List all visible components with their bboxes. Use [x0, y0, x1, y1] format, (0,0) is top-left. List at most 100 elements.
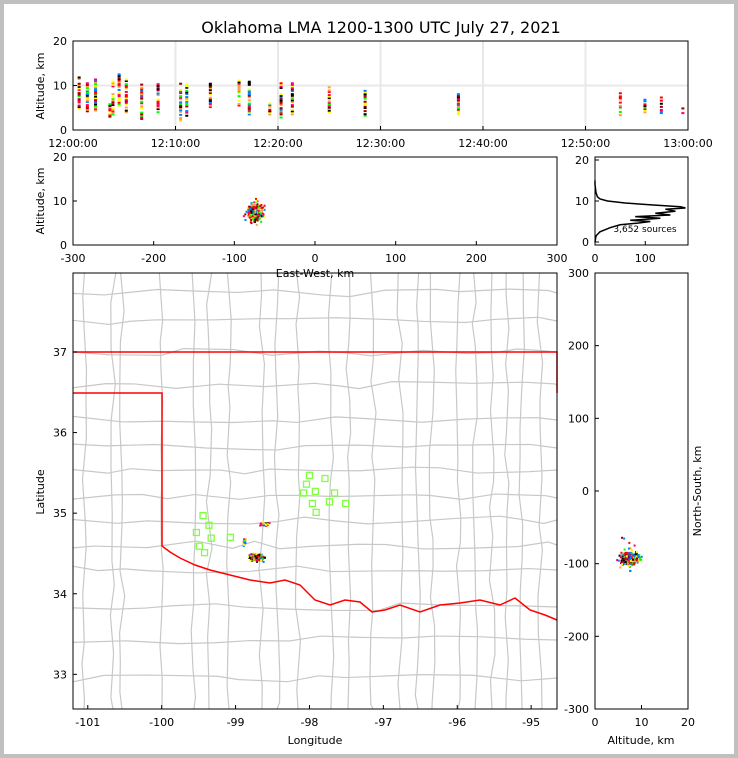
source-point — [252, 558, 255, 561]
source-point — [248, 211, 251, 214]
source-point — [252, 202, 255, 205]
source-point — [156, 100, 160, 103]
source-point — [363, 114, 367, 117]
source-point — [208, 84, 212, 87]
source-point — [247, 94, 251, 97]
source-point — [208, 99, 212, 102]
source-point — [185, 114, 189, 117]
source-point — [259, 212, 262, 215]
source-point — [279, 102, 283, 105]
source-point — [290, 113, 294, 116]
source-point — [248, 207, 251, 210]
source-point — [156, 98, 160, 101]
map-ytick-label: 36 — [53, 427, 67, 440]
source-point — [179, 113, 183, 116]
source-point — [247, 111, 251, 114]
ew-xtick-label: -200 — [141, 252, 166, 265]
source-point — [108, 115, 112, 118]
source-point — [618, 92, 622, 95]
source-point — [279, 104, 283, 107]
time-altitude-panel: 12:00:00 12:10:00 12:20:00 12:30:00 12:40:00… — [48, 35, 712, 150]
north-south-panel: 0 10 20 -300 -200 -100 0 100 200 300 — [564, 267, 695, 729]
source-point — [327, 89, 331, 92]
source-point — [117, 99, 121, 102]
source-point — [659, 105, 663, 108]
source-point — [77, 104, 81, 107]
source-point — [77, 93, 81, 96]
source-point — [456, 102, 460, 105]
source-point — [633, 555, 636, 558]
hist-ytick-label: 10 — [575, 195, 589, 208]
source-point — [327, 100, 331, 103]
source-point — [327, 109, 331, 112]
ns-xtick-label: 0 — [592, 716, 599, 729]
source-point — [290, 100, 294, 103]
hist-ytick-label: 0 — [582, 236, 589, 249]
lma-station-marker — [321, 474, 329, 483]
source-point — [617, 559, 620, 562]
source-point — [251, 558, 254, 561]
map-xtick-label: -99 — [227, 716, 245, 729]
source-point — [279, 116, 283, 119]
source-point — [179, 104, 183, 107]
ew-xtick-label: 0 — [312, 252, 319, 265]
source-point — [247, 91, 251, 94]
source-point — [85, 108, 89, 111]
source-point — [261, 210, 264, 213]
source-point — [257, 210, 260, 213]
source-point — [456, 105, 460, 108]
source-point — [208, 87, 212, 90]
source-point — [618, 106, 622, 109]
source-point — [156, 84, 160, 87]
source-point — [256, 203, 259, 206]
source-point — [363, 103, 367, 106]
source-point — [363, 94, 367, 97]
source-point — [456, 97, 460, 100]
source-point — [252, 205, 255, 208]
source-point — [179, 107, 183, 110]
lma-station-marker — [192, 528, 201, 537]
source-point — [456, 99, 460, 102]
source-point — [111, 83, 115, 86]
source-point — [659, 110, 663, 113]
source-point — [85, 82, 89, 85]
source-point — [117, 101, 121, 104]
source-point — [140, 94, 144, 97]
source-point — [237, 90, 241, 93]
source-point — [260, 220, 263, 223]
source-point — [290, 86, 294, 89]
source-point — [94, 90, 98, 93]
source-point — [623, 552, 626, 555]
source-point — [630, 564, 633, 567]
ew-ylabel: Altitude, km — [34, 167, 47, 234]
source-point — [252, 218, 255, 221]
source-point — [635, 559, 638, 562]
map-ytick-label: 33 — [53, 668, 67, 681]
source-point — [618, 96, 622, 99]
source-point — [250, 557, 253, 560]
source-point — [247, 108, 251, 111]
source-point — [185, 91, 189, 94]
ns-ytick-label: -200 — [564, 630, 589, 643]
source-point — [249, 214, 252, 217]
source-point — [255, 197, 258, 200]
source-point — [94, 86, 98, 89]
source-point — [108, 107, 112, 110]
source-point — [623, 554, 626, 557]
source-point — [179, 95, 183, 98]
source-point — [117, 88, 121, 91]
source-point — [94, 100, 98, 103]
source-point — [140, 117, 144, 120]
source-point — [85, 104, 89, 107]
county-line — [72, 635, 558, 645]
county-line — [72, 540, 558, 550]
county-line — [396, 272, 404, 710]
county-line — [72, 493, 558, 500]
source-point — [256, 557, 259, 560]
source-point — [156, 86, 160, 89]
county-line — [345, 272, 352, 710]
source-point — [659, 102, 663, 105]
source-point — [208, 101, 212, 104]
map-ytick-label: 34 — [53, 588, 67, 601]
source-point — [111, 108, 115, 111]
